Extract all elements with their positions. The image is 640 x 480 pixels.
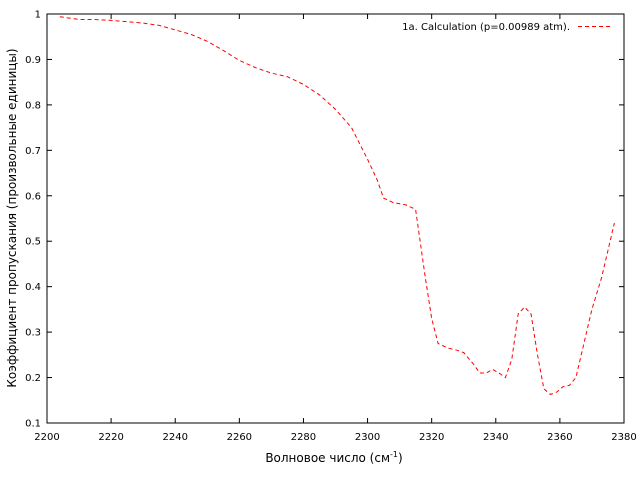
series-line (59, 16, 615, 395)
y-tick-label: 0.5 (25, 237, 41, 248)
y-tick-label: 0.4 (25, 282, 41, 293)
y-tick-label: 0.6 (25, 191, 41, 202)
x-axis-label: Волновое число (см-1) (265, 450, 402, 465)
y-tick-label: 0.7 (25, 146, 41, 157)
legend-label: 1a. Calculation (p=0.00989 atm). (402, 22, 570, 33)
x-tick-label: 2240 (162, 432, 187, 443)
x-tick-label: 2360 (547, 432, 572, 443)
y-tick-label: 0.1 (25, 419, 41, 430)
x-tick-label: 2320 (419, 432, 444, 443)
y-tick-label: 0.9 (25, 55, 41, 66)
y-tick-label: 0.2 (25, 373, 41, 384)
x-tick-label: 2300 (355, 432, 380, 443)
y-axis-label: Коэффициент пропускания (произвольные ед… (5, 48, 19, 387)
x-tick-label: 2260 (227, 432, 252, 443)
x-tick-label: 2200 (34, 432, 59, 443)
legend: 1a. Calculation (p=0.00989 atm). (402, 22, 612, 33)
x-tick-label: 2280 (291, 432, 316, 443)
y-tick-label: 0.3 (25, 328, 41, 339)
x-tick-label: 2380 (611, 432, 636, 443)
x-tick-label: 2220 (98, 432, 123, 443)
plot-frame (46, 13, 625, 424)
x-tick-label: 2340 (483, 432, 508, 443)
y-tick-label: 0.8 (25, 100, 41, 111)
y-tick-label: 1 (35, 10, 41, 21)
